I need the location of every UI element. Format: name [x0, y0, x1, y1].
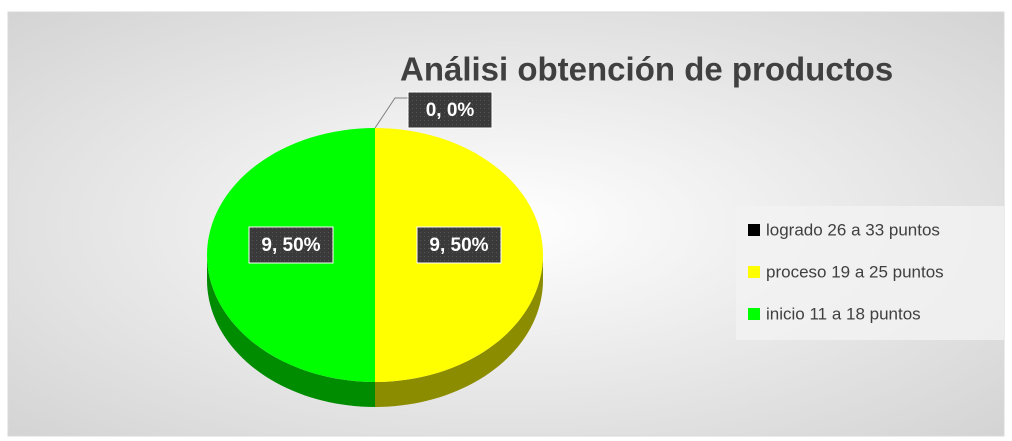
- legend-swatch: [748, 266, 760, 278]
- data-label: 9, 50%: [429, 235, 488, 256]
- chart-title: Análisi obtención de productos: [400, 51, 893, 88]
- slice-side: [375, 255, 543, 407]
- data-label-box: [407, 91, 493, 129]
- legend-label: logrado 26 a 33 puntos: [766, 220, 940, 239]
- data-label-box: [416, 226, 502, 264]
- legend-swatch: [748, 308, 760, 320]
- data-label-box: [248, 226, 334, 264]
- legend-label: inicio 11 a 18 puntos: [766, 304, 921, 323]
- legend-box: [736, 206, 1004, 340]
- leader-line: [374, 97, 410, 129]
- legend-swatch: [748, 224, 760, 236]
- data-label: 0, 0%: [426, 100, 475, 121]
- data-label: 9, 50%: [261, 235, 320, 256]
- legend-label: proceso 19 a 25 puntos: [766, 262, 944, 281]
- slice-side: [207, 255, 375, 407]
